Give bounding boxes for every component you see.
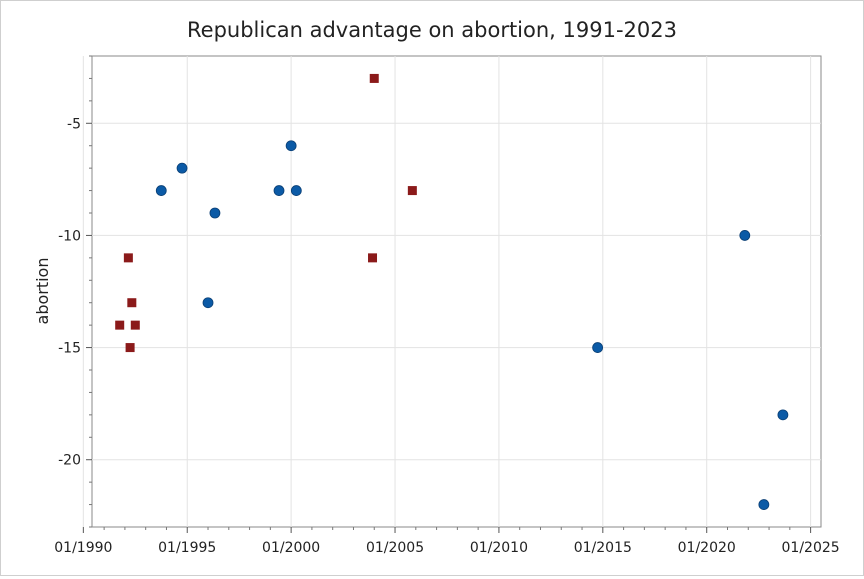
circle-point [176, 162, 188, 174]
circle-point [202, 297, 214, 309]
square-point [123, 253, 133, 263]
y-axis-label: abortion [33, 258, 52, 325]
square-point [127, 298, 137, 308]
square-point [369, 73, 379, 83]
y-tick-label: -15 [58, 341, 81, 357]
x-tick-label: 01/2025 [782, 540, 840, 556]
data-points [115, 73, 789, 510]
x-tick-label: 01/2015 [574, 540, 632, 556]
x-tick-label: 01/1990 [54, 540, 112, 556]
x-tick-label: 01/2010 [470, 540, 528, 556]
circle-point [758, 499, 770, 510]
plot-area [91, 55, 822, 528]
chart-title: Republican advantage on abortion, 1991-2… [187, 18, 677, 42]
circle-point [285, 140, 297, 152]
x-tick-label: 01/2005 [366, 540, 424, 556]
x-tick-label: 01/2000 [262, 540, 320, 556]
y-tick-label: -10 [58, 228, 81, 244]
square-point [368, 253, 378, 263]
circle-point [739, 230, 751, 241]
x-tick-label: 01/1995 [158, 540, 216, 556]
square-point [407, 186, 417, 196]
x-tick-label: 01/2020 [678, 540, 736, 556]
axes: 01/1990 01/1995 01/2000 01/2005 01/2010 01/20… [54, 55, 840, 556]
circle-point [273, 185, 285, 196]
grid [82, 56, 821, 527]
square-point [115, 320, 125, 330]
circle-point [290, 185, 302, 196]
circle-point [155, 185, 167, 196]
circle-point [209, 207, 221, 219]
circle-point [777, 409, 789, 421]
y-tick-label: -20 [58, 453, 81, 469]
y-tick-label: -5 [67, 116, 81, 132]
square-point [130, 320, 140, 330]
square-point [125, 343, 135, 353]
circle-point [592, 342, 604, 353]
